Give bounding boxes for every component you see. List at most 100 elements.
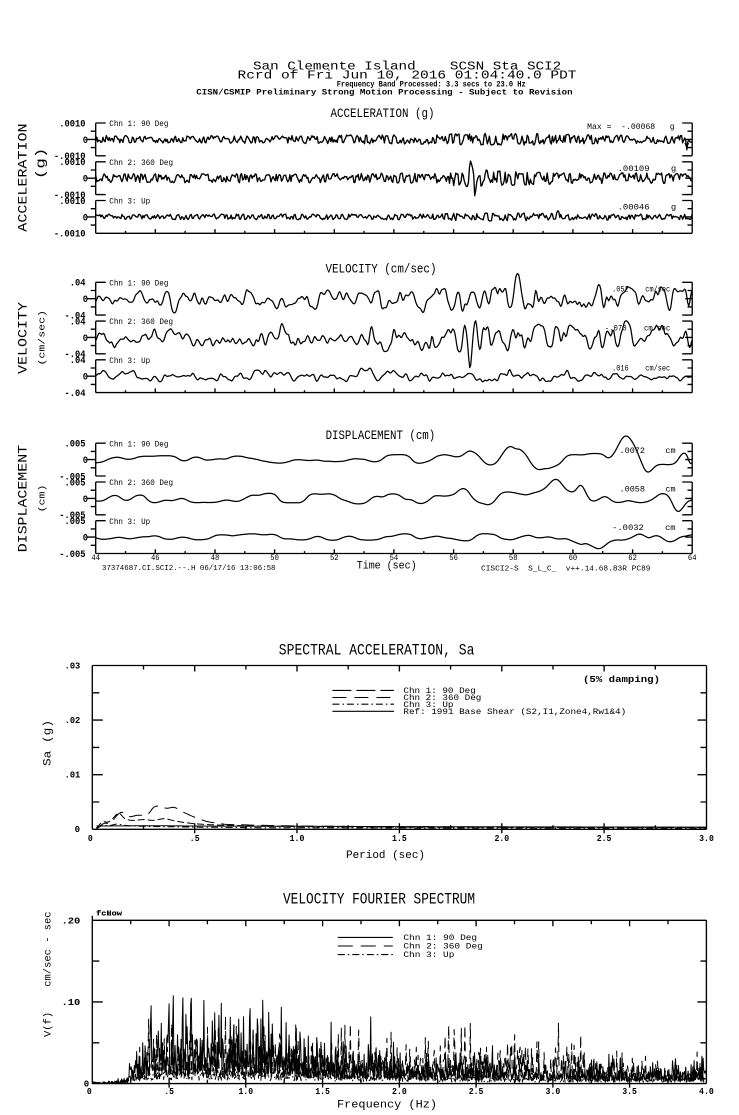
- svg-text:Chn 3: Up: Chn 3: Up: [109, 518, 150, 527]
- svg-text:DISPLACEMENT (cm): DISPLACEMENT (cm): [326, 429, 436, 443]
- svg-text:0: 0: [83, 456, 88, 467]
- svg-text:2.0: 2.0: [494, 834, 509, 844]
- svg-text:0: 0: [83, 136, 88, 147]
- svg-text:1.0: 1.0: [290, 834, 305, 844]
- svg-text:0: 0: [75, 825, 80, 835]
- svg-text:Chn 1: 90 Deg: Chn 1: 90 Deg: [403, 934, 477, 943]
- svg-text:-.005: -.005: [59, 550, 85, 561]
- svg-text:56: 56: [449, 554, 458, 563]
- svg-text:.20: .20: [62, 916, 81, 926]
- svg-text:Frequency (Hz): Frequency (Hz): [337, 1100, 437, 1112]
- svg-text:0: 0: [83, 213, 88, 224]
- svg-text:0: 0: [83, 295, 88, 306]
- svg-text:48: 48: [211, 554, 220, 563]
- svg-text:fcLow: fcLow: [96, 911, 123, 919]
- svg-text:.052 cm/sec: .052 cm/sec: [612, 286, 670, 295]
- svg-text:Period (sec): Period (sec): [346, 850, 425, 862]
- svg-text:3.0: 3.0: [546, 1087, 561, 1097]
- svg-text:.016 cm/sec: .016 cm/sec: [612, 364, 670, 373]
- svg-text:Chn 2: 360 Deg: Chn 2: 360 Deg: [403, 943, 483, 952]
- svg-text:.5: .5: [190, 834, 200, 844]
- svg-text:DISPLACEMENT: DISPLACEMENT: [16, 445, 31, 553]
- svg-text:(cm/sec): (cm/sec): [37, 310, 48, 366]
- svg-text:37374687.CI.SCI2.--.H 06/17/16: 37374687.CI.SCI2.--.H 06/17/16 13:06:58: [102, 565, 276, 573]
- svg-text:-.070 cm/sec: -.070 cm/sec: [605, 324, 671, 333]
- svg-text:Chn 1: 90 Deg: Chn 1: 90 Deg: [109, 120, 168, 129]
- svg-text:.0010: .0010: [59, 197, 85, 208]
- svg-text:ACCELERATION (g): ACCELERATION (g): [331, 107, 435, 121]
- svg-text:-.0010: -.0010: [54, 152, 86, 163]
- svg-text:VELOCITY FOURIER SPECTRUM: VELOCITY FOURIER SPECTRUM: [283, 891, 475, 909]
- svg-text:.03: .03: [65, 662, 81, 672]
- svg-text:Chn 2: 360 Deg: Chn 2: 360 Deg: [403, 694, 481, 703]
- svg-text:0: 0: [88, 834, 93, 844]
- svg-text:-.005: -.005: [59, 511, 85, 522]
- svg-text:0: 0: [83, 495, 88, 506]
- svg-text:52: 52: [330, 554, 339, 563]
- svg-text:.10: .10: [62, 998, 81, 1008]
- svg-text:.00109 g: .00109 g: [618, 165, 677, 174]
- svg-text:V(f) cm/sec - sec: V(f) cm/sec - sec: [43, 911, 55, 1037]
- svg-text:-.005: -.005: [59, 472, 85, 483]
- svg-text:VELOCITY (cm/sec): VELOCITY (cm/sec): [326, 262, 437, 276]
- svg-text:Chn 1: 90 Deg: Chn 1: 90 Deg: [403, 687, 476, 696]
- svg-text:Frequency Band Processed: 3.3: Frequency Band Processed: 3.3 secs to 23…: [337, 81, 526, 90]
- svg-text:0: 0: [83, 175, 88, 186]
- svg-text:SPECTRAL ACCELERATION, Sa: SPECTRAL ACCELERATION, Sa: [279, 641, 475, 659]
- svg-text:54: 54: [390, 554, 399, 563]
- svg-text:Chn 1: 90 Deg: Chn 1: 90 Deg: [109, 440, 168, 449]
- svg-text:-.04: -.04: [65, 311, 86, 322]
- svg-text:46: 46: [151, 554, 160, 563]
- svg-text:0: 0: [83, 334, 88, 345]
- svg-text:50: 50: [270, 554, 279, 563]
- svg-text:Chn 3: Up: Chn 3: Up: [109, 198, 150, 207]
- svg-text:Ref: 1991 Base Shear (S2,I1,Zo: Ref: 1991 Base Shear (S2,I1,Zone4,Rw1&4): [403, 708, 626, 717]
- svg-text:.00046 g: .00046 g: [618, 204, 677, 213]
- svg-text:Max = -.00068 g: Max = -.00068 g: [587, 123, 675, 132]
- svg-text:.04: .04: [70, 317, 86, 328]
- svg-text:Rcrd of Fri Jun 10, 2016 01:04: Rcrd of Fri Jun 10, 2016 01:04:40.0 PDT: [238, 69, 577, 83]
- svg-text:4.0: 4.0: [699, 1087, 714, 1097]
- svg-text:0: 0: [84, 1080, 89, 1090]
- svg-text:Sa (g): Sa (g): [43, 720, 55, 766]
- svg-text:Chn 2: 360 Deg: Chn 2: 360 Deg: [109, 318, 173, 327]
- svg-text:San Clemente Island SCSN St: San Clemente Island SCSN Sta SCI2: [253, 59, 561, 73]
- svg-text:Time (sec): Time (sec): [357, 561, 417, 573]
- svg-text:-.0010: -.0010: [54, 230, 86, 241]
- svg-text:fcHow: fcHow: [96, 911, 123, 919]
- svg-text:Chn 2: 360 Deg: Chn 2: 360 Deg: [109, 159, 173, 168]
- svg-text:-.04: -.04: [65, 350, 86, 361]
- svg-text:0: 0: [83, 534, 88, 545]
- svg-text:(g): (g): [34, 148, 49, 180]
- svg-text:CISCI2-S S_L_C_ v++.14.68.83: CISCI2-S S_L_C_ v++.14.68.83R PC89: [481, 566, 651, 574]
- svg-text:Chn 3: Up: Chn 3: Up: [109, 357, 150, 366]
- svg-text:Chn 2: 360 Deg: Chn 2: 360 Deg: [109, 479, 173, 488]
- svg-text:1.5: 1.5: [392, 834, 407, 844]
- svg-text:.005: .005: [65, 517, 86, 528]
- svg-text:2.5: 2.5: [597, 834, 612, 844]
- svg-text:Chn 3: Up: Chn 3: Up: [403, 951, 454, 960]
- svg-text:60: 60: [569, 554, 578, 563]
- svg-text:(cm): (cm): [37, 485, 48, 513]
- svg-text:.0010: .0010: [59, 158, 85, 169]
- svg-text:1.0: 1.0: [238, 1087, 253, 1097]
- svg-text:3.5: 3.5: [622, 1087, 637, 1097]
- svg-text:.02: .02: [65, 716, 81, 726]
- svg-text:.04: .04: [70, 356, 86, 367]
- svg-text:2.0: 2.0: [392, 1087, 407, 1097]
- svg-text:-.0032 cm: -.0032 cm: [612, 524, 676, 533]
- svg-text:-.0010: -.0010: [54, 191, 86, 202]
- svg-text:1.5: 1.5: [315, 1087, 330, 1097]
- svg-text:2.5: 2.5: [469, 1087, 484, 1097]
- svg-text:0: 0: [87, 1087, 92, 1097]
- svg-text:.0072 cm: .0072 cm: [620, 447, 676, 456]
- svg-text:62: 62: [628, 554, 637, 563]
- svg-text:.005: .005: [65, 440, 86, 451]
- svg-text:.0010: .0010: [59, 119, 85, 130]
- svg-text:Chn 1: 90 Deg: Chn 1: 90 Deg: [109, 280, 168, 289]
- svg-text:3.0: 3.0: [699, 834, 714, 844]
- svg-text:.5: .5: [164, 1087, 174, 1097]
- svg-text:44: 44: [91, 554, 100, 563]
- svg-text:.0058 cm: .0058 cm: [620, 486, 676, 495]
- svg-text:Chn 3: Up: Chn 3: Up: [403, 701, 453, 710]
